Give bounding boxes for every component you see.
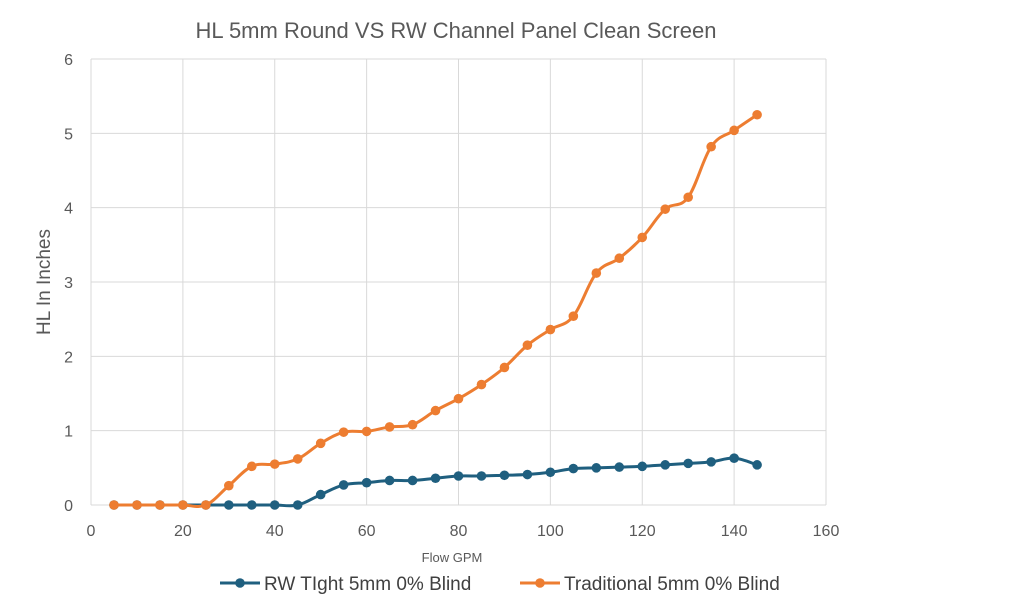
gridlines: [90, 58, 827, 506]
data-point[interactable]: [591, 268, 602, 278]
data-point[interactable]: [545, 467, 556, 478]
data-point[interactable]: [224, 500, 234, 510]
data-point[interactable]: [155, 500, 165, 510]
data-point[interactable]: [614, 462, 625, 472]
data-point[interactable]: [430, 405, 441, 416]
data-point[interactable]: [568, 311, 579, 321]
data-point[interactable]: [729, 453, 739, 463]
data-point[interactable]: [407, 475, 418, 486]
data-point[interactable]: [614, 253, 625, 264]
data-point[interactable]: [292, 500, 303, 510]
data-point[interactable]: [338, 427, 349, 437]
data-point[interactable]: [453, 471, 464, 481]
legend-label: RW TIght 5mm 0% Blind: [264, 574, 471, 595]
data-point[interactable]: [407, 419, 418, 430]
data-point[interactable]: [706, 457, 716, 467]
data-point[interactable]: [178, 500, 188, 510]
data-point[interactable]: [338, 480, 349, 490]
data-point[interactable]: [109, 500, 119, 510]
data-point[interactable]: [246, 461, 257, 472]
data-point[interactable]: [729, 125, 739, 136]
data-point[interactable]: [476, 379, 487, 390]
data-point[interactable]: [453, 393, 464, 404]
data-point[interactable]: [292, 454, 303, 464]
data-point[interactable]: [752, 109, 762, 120]
legend-item-1[interactable]: Traditional 5mm 0% Blind: [520, 574, 780, 595]
data-point[interactable]: [499, 362, 510, 373]
data-point[interactable]: [637, 461, 648, 472]
data-point[interactable]: [637, 232, 648, 243]
data-point[interactable]: [269, 500, 280, 510]
data-point[interactable]: [201, 500, 211, 510]
data-point[interactable]: [315, 489, 326, 500]
data-point[interactable]: [384, 422, 395, 432]
data-point[interactable]: [499, 470, 510, 481]
x-tick-label: 20: [174, 523, 192, 540]
chart-title: HL 5mm Round VS RW Channel Panel Clean S…: [196, 18, 717, 43]
data-point[interactable]: [384, 475, 395, 486]
data-point[interactable]: [660, 204, 671, 214]
data-point[interactable]: [591, 463, 602, 473]
x-tick-label: 60: [358, 523, 376, 540]
x-axis-title: Flow GPM: [422, 550, 483, 565]
y-tick-label: 1: [64, 424, 73, 441]
data-point[interactable]: [522, 340, 533, 350]
x-tick-label: 140: [721, 523, 748, 540]
x-tick-label: 80: [450, 523, 468, 540]
x-tick-label: 0: [87, 523, 96, 540]
data-point[interactable]: [706, 141, 716, 152]
data-point[interactable]: [132, 500, 142, 510]
legend-item-0[interactable]: RW TIght 5mm 0% Blind: [220, 574, 471, 595]
data-point[interactable]: [476, 471, 487, 481]
data-point[interactable]: [430, 473, 441, 484]
legend-swatch-marker: [235, 578, 245, 588]
y-axis-title: HL In Inches: [34, 229, 55, 335]
data-point[interactable]: [545, 324, 556, 335]
y-tick-label: 4: [64, 201, 73, 218]
x-tick-label: 100: [537, 523, 564, 540]
data-point[interactable]: [522, 469, 533, 480]
x-tick-label: 40: [266, 523, 284, 540]
data-point[interactable]: [568, 463, 579, 474]
x-tick-label: 160: [813, 523, 840, 540]
data-point[interactable]: [315, 438, 326, 449]
data-point[interactable]: [246, 500, 257, 510]
data-point[interactable]: [660, 460, 671, 470]
legend-swatch-marker: [535, 578, 545, 588]
data-point[interactable]: [269, 459, 280, 469]
data-point[interactable]: [683, 192, 693, 203]
y-tick-label: 2: [64, 349, 73, 366]
data-point[interactable]: [683, 458, 693, 469]
y-tick-label: 0: [64, 498, 73, 515]
x-tick-label: 120: [629, 523, 656, 540]
data-point[interactable]: [224, 480, 234, 491]
data-point[interactable]: [361, 477, 372, 488]
legend[interactable]: RW TIght 5mm 0% Blind Traditional 5mm 0% …: [220, 574, 780, 595]
y-tick-label: 6: [64, 52, 73, 69]
data-point[interactable]: [361, 426, 372, 437]
y-tick-label: 5: [64, 126, 73, 143]
data-point[interactable]: [752, 460, 762, 470]
legend-label: Traditional 5mm 0% Blind: [564, 574, 780, 595]
series-group: [109, 109, 762, 510]
y-tick-label: 3: [64, 275, 73, 292]
